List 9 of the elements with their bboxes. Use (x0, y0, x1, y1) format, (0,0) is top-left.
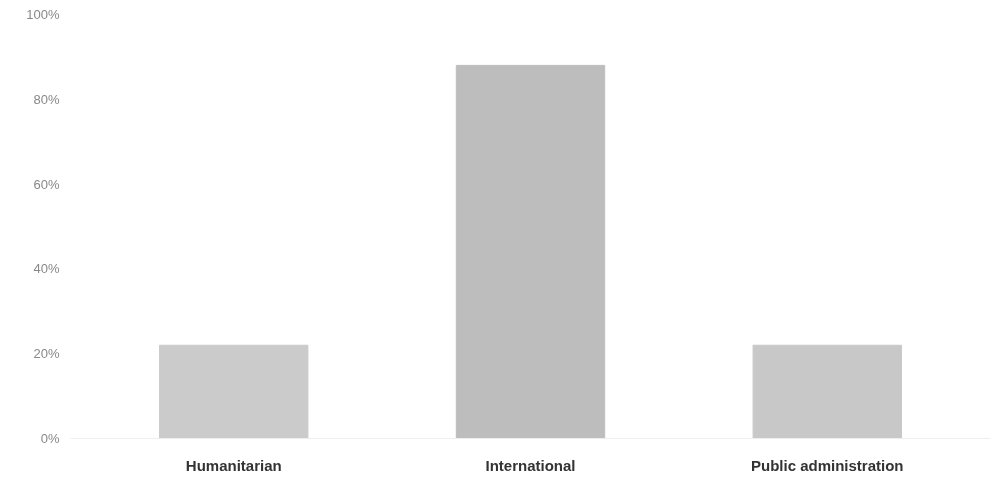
y-tick-label: 40% (33, 261, 60, 277)
y-tick-label: 20% (33, 346, 60, 362)
x-tick-label: International (485, 456, 576, 474)
y-tick-label: 100% (26, 7, 60, 22)
y-tick-label: 0% (40, 431, 60, 446)
y-tick-label: 60% (33, 176, 60, 192)
x-tick-label: Humanitarian (185, 456, 282, 474)
y-tick-label: 80% (33, 91, 60, 107)
x-tick-label: Public administration (751, 456, 904, 474)
